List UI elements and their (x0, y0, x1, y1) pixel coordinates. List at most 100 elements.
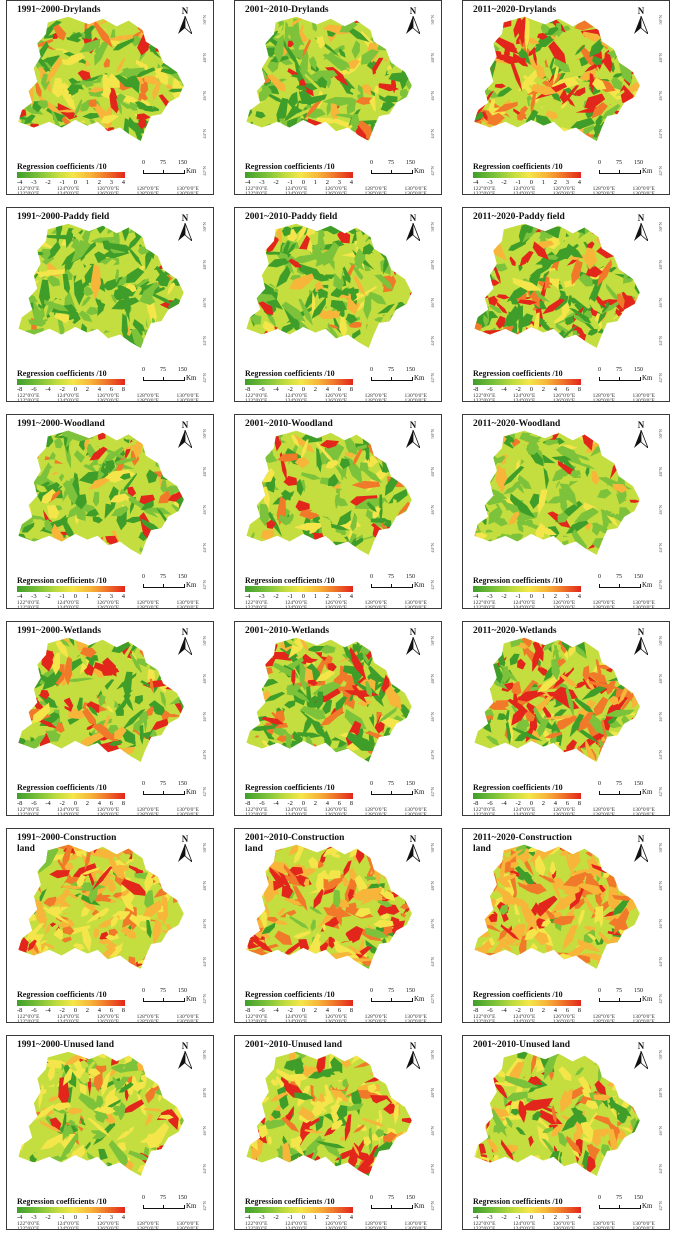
county-polygon (99, 139, 116, 141)
county-polygon (18, 434, 45, 458)
county-polygon (339, 316, 348, 339)
county-polygon (361, 970, 373, 977)
county-polygon (89, 430, 99, 453)
longitude-label: 124°0'0"E (284, 1014, 308, 1020)
county-polygon (510, 861, 520, 868)
scale-tick-label: 0 (370, 988, 373, 994)
county-polygon (152, 637, 164, 641)
county-polygon (178, 690, 184, 698)
county-polygon (524, 16, 530, 52)
legend-tick-label: 2 (325, 1214, 329, 1221)
county-polygon (520, 313, 534, 328)
county-polygon (517, 299, 538, 305)
county-polygon (56, 553, 66, 555)
county-polygon (48, 1094, 62, 1102)
county-polygon (399, 661, 412, 676)
county-polygon (18, 955, 26, 965)
county-polygon (64, 756, 77, 762)
county-polygon (488, 911, 498, 923)
county-polygon (25, 1164, 32, 1176)
county-polygon (407, 251, 412, 262)
county-polygon (516, 519, 524, 533)
panel-title: 2001~2010-Woodland (245, 419, 333, 429)
county-polygon (131, 637, 154, 648)
county-polygon (382, 300, 399, 324)
county-polygon (144, 441, 165, 450)
county-polygon (115, 844, 133, 855)
latitude-label: 42°N (202, 373, 207, 383)
county-polygon (328, 935, 336, 949)
legend-ticks: -8 -6 -4 -2 0 2 4 6 8 (245, 386, 353, 393)
longitude-label: 130°0'0"E (404, 186, 427, 192)
county-polygon (612, 118, 619, 134)
county-polygon (43, 931, 68, 955)
county-polygon (111, 297, 140, 310)
scale-mid-tick (619, 584, 620, 588)
county-polygon (309, 523, 322, 535)
legend-color-bar (473, 172, 581, 178)
longitude-label: 130°0'0"E (176, 398, 199, 402)
county-polygon (87, 1165, 99, 1175)
county-polygon (92, 491, 100, 507)
county-polygon (60, 904, 83, 914)
north-arrow-icon: N (631, 6, 651, 36)
legend-tick-label: 8 (349, 800, 353, 807)
county-polygon (616, 1073, 631, 1098)
latitude-label: 48°N (430, 880, 435, 891)
longitude-label: 124°0'0"E (284, 186, 308, 192)
latitude-label: 46°N (658, 504, 663, 515)
county-polygon (577, 731, 605, 749)
legend-color-bar (17, 586, 125, 592)
county-polygon (341, 688, 355, 710)
county-polygon (361, 49, 380, 65)
county-polygon (267, 1136, 272, 1146)
legend-tick-label: 4 (553, 800, 557, 807)
county-polygon (256, 1058, 268, 1078)
latitude-label: 48°N (430, 673, 435, 684)
county-polygon (370, 518, 390, 523)
legend-tick-label: -3 (259, 1214, 265, 1221)
north-label: N (409, 420, 417, 430)
county-polygon (154, 446, 166, 465)
county-polygon (628, 42, 640, 60)
county-polygon (66, 957, 74, 969)
county-polygon (142, 330, 151, 348)
longitude-labels: 122°0'0"E 124°0'0"E 126°0'0"E 128°0'0"E 130°… (473, 807, 655, 813)
county-polygon (494, 528, 525, 535)
legend-tick-label: 8 (577, 800, 581, 807)
county-polygon (262, 1167, 285, 1176)
longitude-label: 130°0'0"E (632, 186, 655, 192)
county-polygon (246, 691, 257, 701)
county-polygon (273, 34, 284, 64)
county-polygon (392, 540, 408, 553)
county-polygon (495, 138, 507, 141)
county-polygon (474, 437, 492, 450)
county-polygon (246, 957, 253, 969)
county-polygon (474, 1078, 476, 1108)
county-polygon (347, 888, 355, 902)
county-polygon (110, 294, 117, 304)
county-polygon (11, 556, 23, 561)
latitude-labels: 50°N 48°N 46°N 44°N 42°N (202, 15, 210, 176)
longitude-label: 128°0'0"E (364, 191, 388, 195)
legend-tick-label: 0 (301, 1214, 305, 1221)
scale-tick-label: 75 (388, 781, 394, 787)
county-polygon (266, 519, 277, 529)
legend-tick-label: -6 (31, 800, 37, 807)
county-polygon (136, 500, 159, 518)
longitude-label: 126°0'0"E (96, 398, 120, 402)
county-polygon (474, 245, 488, 259)
county-polygon (526, 140, 544, 141)
county-polygon (326, 751, 334, 762)
county-polygon (606, 440, 632, 451)
scale-unit: Km (642, 995, 653, 1003)
county-polygon (246, 457, 267, 470)
longitude-label: 122°0'0"E (17, 398, 40, 402)
county-polygon (290, 434, 300, 449)
legend-tick-label: -4 (245, 179, 251, 186)
county-polygon (308, 1079, 319, 1087)
county-polygon (495, 300, 508, 314)
county-polygon (338, 48, 346, 58)
county-polygon (262, 320, 276, 334)
county-polygon (316, 691, 324, 711)
